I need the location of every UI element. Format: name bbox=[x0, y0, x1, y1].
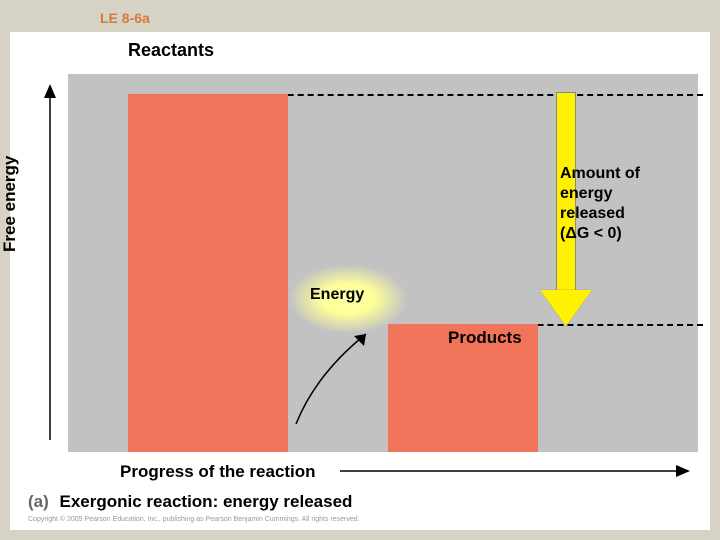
caption-tag: (a) bbox=[28, 492, 49, 511]
x-axis-label: Progress of the reaction bbox=[120, 462, 316, 482]
slide-code: LE 8-6a bbox=[100, 10, 150, 26]
caption-text: Exergonic reaction: energy released bbox=[60, 492, 353, 511]
y-axis-label: Free energy bbox=[0, 156, 20, 252]
energy-label: Energy bbox=[310, 286, 364, 304]
content-panel: Reactants Energy Products Amount of ener… bbox=[10, 32, 710, 530]
copyright-text: Copyright © 2005 Pearson Education, Inc.… bbox=[28, 516, 360, 523]
reactants-bar bbox=[128, 94, 288, 452]
x-axis-arrow-icon bbox=[340, 464, 690, 478]
transition-arrow-icon bbox=[286, 314, 406, 434]
reactants-label: Reactants bbox=[128, 40, 214, 61]
products-label: Products bbox=[448, 328, 522, 348]
chart-plot-area: Reactants Energy Products Amount of ener… bbox=[68, 74, 698, 452]
amount-of-energy-label: Amount of energy released (ΔG < 0) bbox=[560, 164, 700, 244]
y-axis-arrow-icon bbox=[42, 84, 58, 440]
figure-caption: (a) Exergonic reaction: energy released bbox=[28, 492, 352, 512]
